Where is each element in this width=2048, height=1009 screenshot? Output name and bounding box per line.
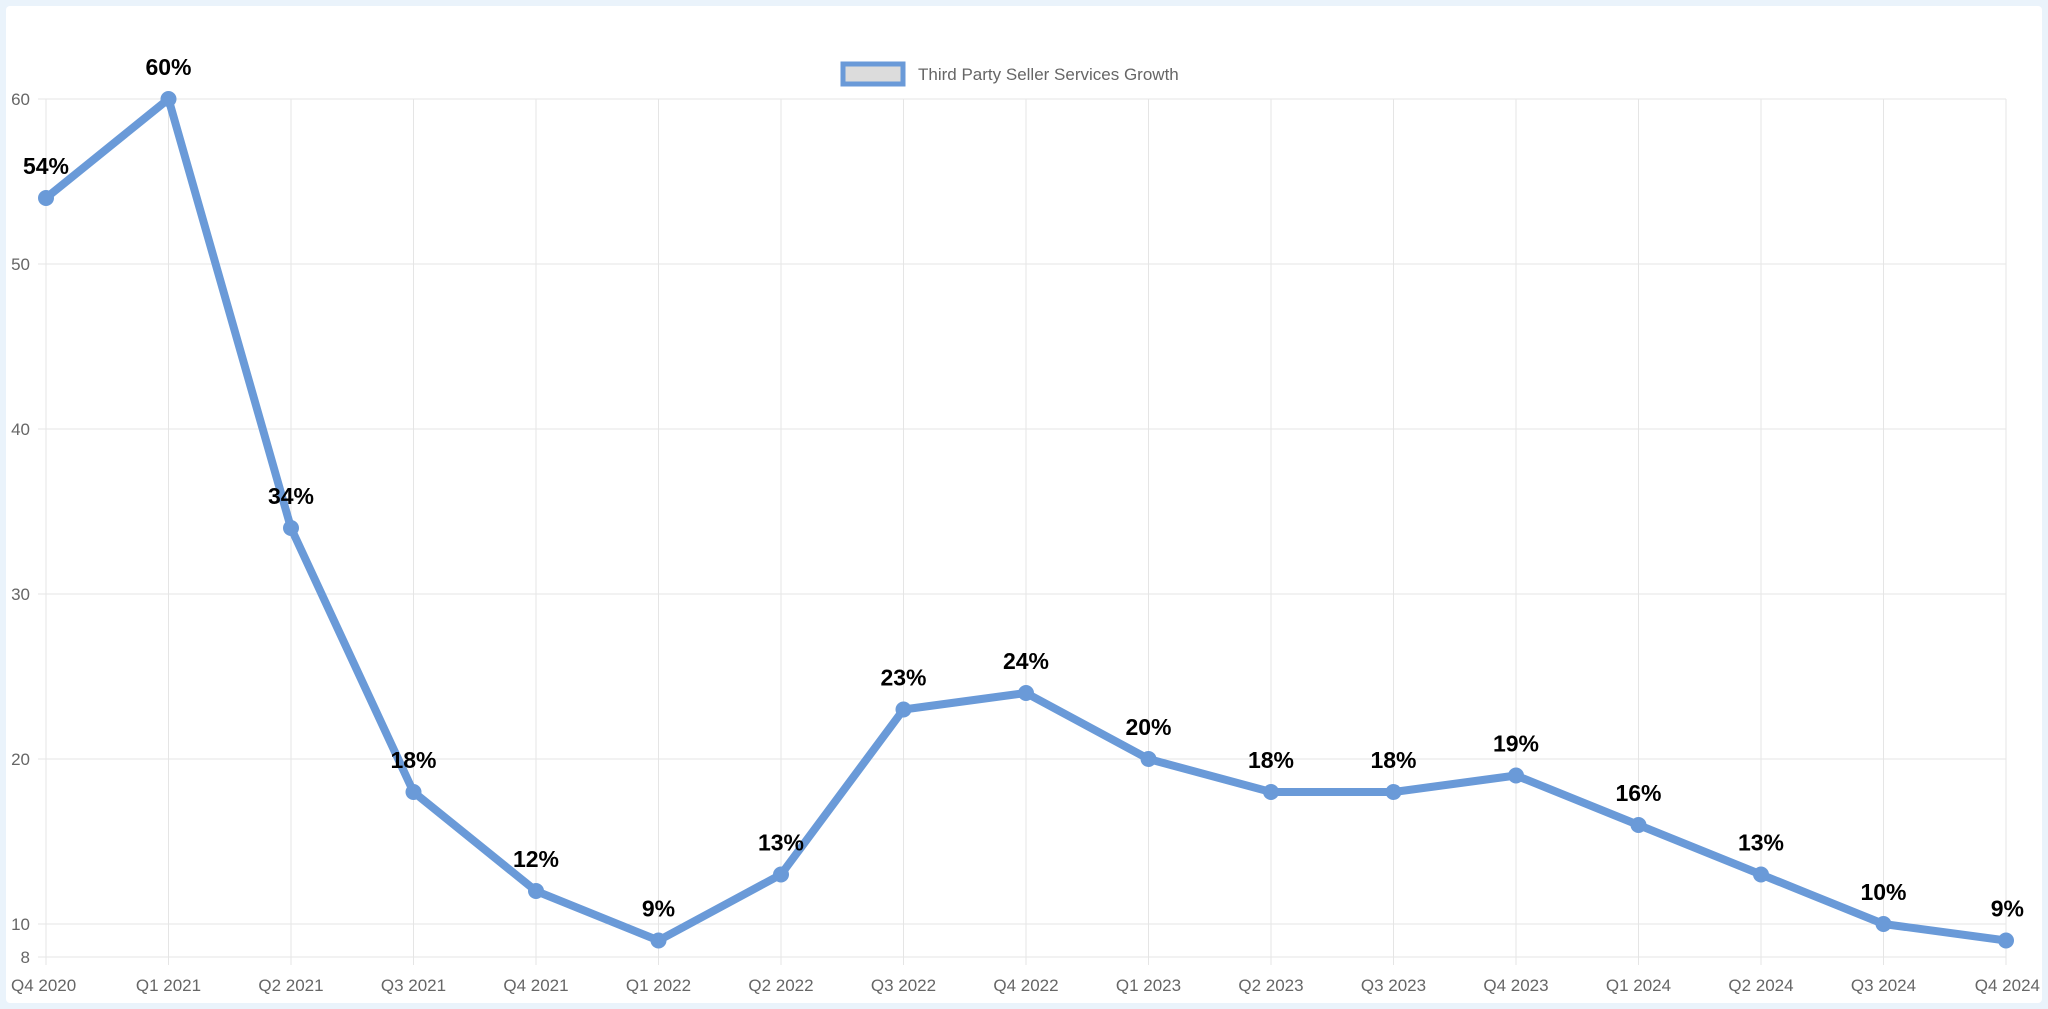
y-tick-label: 8	[21, 948, 30, 967]
x-tick-label: Q4 2023	[1483, 976, 1548, 995]
y-tick-label: 50	[11, 255, 30, 274]
y-tick-label: 10	[11, 915, 30, 934]
data-point[interactable]	[1753, 866, 1769, 883]
data-labels: 54% 60% 34% 18% 12% 9% 13% 23% 24% 20% 18% 18% 19% 16…	[23, 54, 2024, 922]
data-label: 18%	[1248, 747, 1294, 773]
y-tick-label: 30	[11, 585, 30, 604]
data-point[interactable]	[1018, 685, 1034, 701]
y-tick-label: 60	[11, 90, 30, 109]
x-tick-label: Q3 2023	[1361, 976, 1426, 995]
data-point[interactable]	[773, 866, 789, 883]
y-tick-label: 20	[11, 750, 30, 769]
data-label: 9%	[642, 896, 675, 922]
chart-background	[6, 6, 2042, 1003]
legend-label: Third Party Seller Services Growth	[918, 65, 1179, 84]
data-point[interactable]	[405, 784, 422, 800]
x-tick-label: Q4 2022	[993, 976, 1058, 995]
legend-swatch	[840, 61, 906, 87]
x-tick-label: Q4 2020	[11, 976, 76, 995]
data-point[interactable]	[1263, 784, 1279, 800]
x-tick-label: Q1 2024	[1606, 976, 1671, 995]
data-point[interactable]	[895, 701, 912, 718]
data-point[interactable]	[1140, 751, 1157, 767]
x-tick-label: Q3 2024	[1851, 976, 1916, 995]
data-label: 18%	[390, 747, 436, 773]
data-point[interactable]	[1385, 784, 1402, 800]
x-tick-label: Q3 2022	[871, 976, 936, 995]
data-point[interactable]	[528, 883, 544, 899]
data-point[interactable]	[160, 91, 177, 107]
data-point[interactable]	[38, 190, 54, 206]
data-label: 18%	[1370, 747, 1416, 773]
data-label: 9%	[1991, 896, 2024, 922]
series-layer	[38, 91, 2014, 949]
data-label: 60%	[145, 54, 191, 80]
data-label: 23%	[880, 665, 926, 691]
y-tick-label: 40	[11, 420, 30, 439]
data-label: 16%	[1615, 780, 1661, 806]
x-tick-label: Q2 2024	[1728, 976, 1793, 995]
x-tick-label: Q4 2021	[503, 976, 568, 995]
data-label: 19%	[1493, 731, 1539, 757]
data-label: 12%	[513, 846, 559, 872]
data-point[interactable]	[1998, 932, 2014, 949]
data-label: 54%	[23, 153, 69, 179]
x-tick-label: Q1 2022	[626, 976, 691, 995]
x-tick-label: Q1 2021	[136, 976, 201, 995]
x-tick-label: Q4 2024	[1975, 976, 2040, 995]
axes: 8 10 20 30 40 50 60 Q4 2020 Q1 2021 Q2 2021 Q3 202…	[11, 90, 2040, 995]
x-tick-label: Q2 2022	[748, 976, 813, 995]
data-label: 10%	[1860, 879, 1906, 905]
data-label: 20%	[1125, 714, 1171, 740]
x-tick-label: Q1 2023	[1116, 976, 1181, 995]
data-label: 13%	[758, 830, 804, 856]
data-label: 34%	[268, 483, 314, 509]
data-point[interactable]	[1630, 817, 1647, 833]
data-point[interactable]	[283, 520, 299, 536]
legend[interactable]: Third Party Seller Services Growth	[840, 61, 1179, 87]
data-point[interactable]	[650, 932, 667, 949]
x-tick-label: Q3 2021	[381, 976, 446, 995]
x-tick-label: Q2 2023	[1238, 976, 1303, 995]
data-point[interactable]	[1875, 916, 1892, 932]
data-point[interactable]	[1508, 767, 1524, 784]
grid	[38, 98, 2007, 965]
data-label: 13%	[1738, 830, 1784, 856]
x-tick-label: Q2 2021	[258, 976, 323, 995]
data-label: 24%	[1003, 648, 1049, 674]
